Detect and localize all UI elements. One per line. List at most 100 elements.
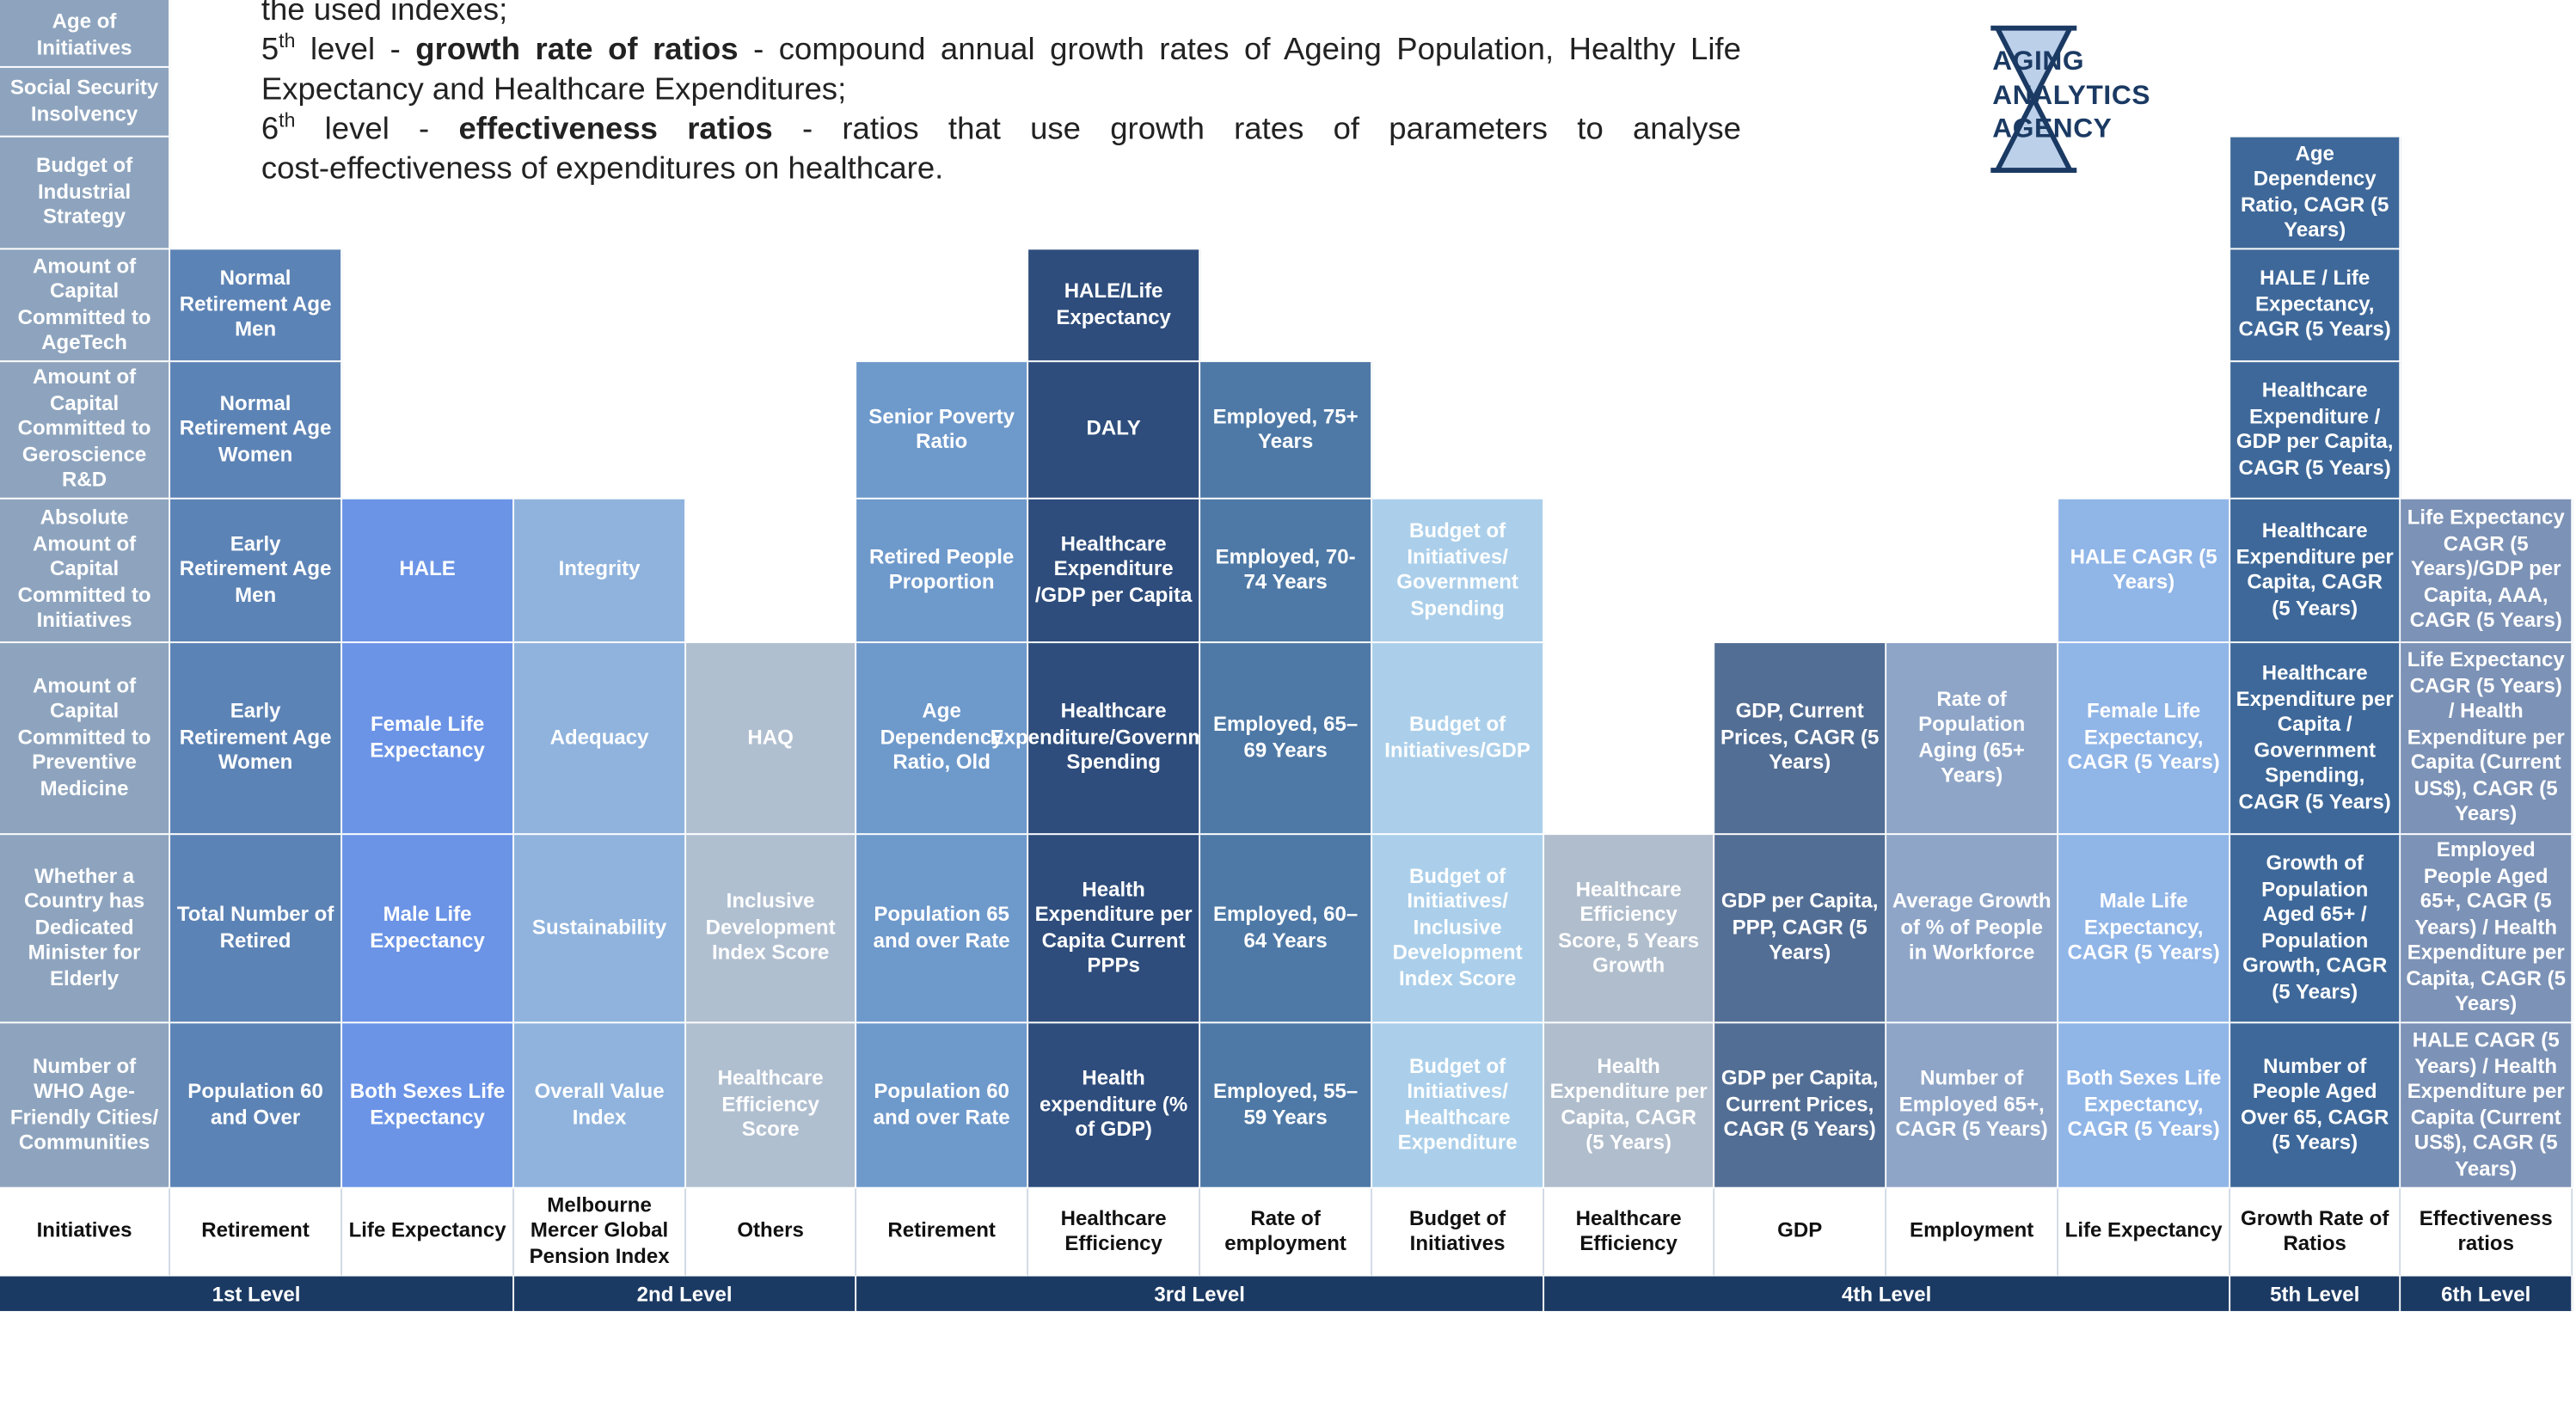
indicator-cell: Number of WHO Age-Friendly Cities/ Commu… bbox=[0, 1023, 171, 1189]
category-label: Life Expectancy bbox=[342, 1188, 515, 1277]
logo-text: AGING ANALYTICS AGENCY bbox=[1992, 45, 2150, 146]
indicator-cell: Health expenditure (% of GDP) bbox=[1028, 1023, 1201, 1189]
indicator-cell: GDP per Capita, Current Prices, CAGR (5 … bbox=[1714, 1023, 1887, 1189]
category-label: Melbourne Mercer Global Pension Index bbox=[514, 1188, 687, 1277]
indicator-cell: GDP, Current Prices, CAGR (5 Years) bbox=[1714, 643, 1887, 836]
level-label: 3rd Level bbox=[856, 1276, 1545, 1311]
indicator-cell: Employed, 55–59 Years bbox=[1200, 1023, 1373, 1189]
indicator-cell: Early Retirement Age Men bbox=[170, 499, 343, 644]
indicator-cell: Amount of Capital Committed to Preventiv… bbox=[0, 643, 171, 836]
level-label: 6th Level bbox=[2401, 1276, 2573, 1311]
indicator-cell: Average Growth of % of People in Workfor… bbox=[1886, 835, 2059, 1024]
intro-line-indexes: the used indexes; bbox=[261, 0, 508, 28]
indicator-cell: Employed, 60–64 Years bbox=[1200, 835, 1373, 1024]
indicator-cell: Number of Employed 65+, CAGR (5 Years) bbox=[1886, 1023, 2059, 1189]
indicator-cell: Both Sexes Life Expectancy bbox=[342, 1023, 515, 1189]
indicator-cell: Age of Initiatives bbox=[0, 0, 171, 68]
category-label: Healthcare Efficiency bbox=[1544, 1188, 1715, 1277]
category-label: Budget of Initiatives bbox=[1372, 1188, 1545, 1277]
logo-line-3: AGENCY bbox=[1992, 113, 2113, 144]
indicator-cell: Normal Retirement Age Men bbox=[170, 249, 343, 363]
indicator-cell: HAQ bbox=[686, 643, 857, 836]
intro-level5-cont: Expectancy and Healthcare Expenditures; bbox=[261, 72, 847, 107]
category-label: Retirement bbox=[170, 1188, 343, 1277]
indicator-cell: Employed, 65–69 Years bbox=[1200, 643, 1373, 836]
indicator-cell: Healthcare Efficiency Score bbox=[686, 1023, 857, 1189]
level-label: 5th Level bbox=[2230, 1276, 2401, 1311]
indicator-cell: Population 65 and over Rate bbox=[856, 835, 1029, 1024]
level-label: 2nd Level bbox=[514, 1276, 857, 1311]
indicator-cell: Female Life Expectancy, CAGR (5 Years) bbox=[2058, 643, 2231, 836]
indicator-cell: Amount of Capital Committed to AgeTech bbox=[0, 249, 171, 363]
indicator-cell: Employed, 70-74 Years bbox=[1200, 499, 1373, 644]
indicator-cell: Inclusive Development Index Score bbox=[686, 835, 857, 1024]
category-label: Life Expectancy bbox=[2058, 1188, 2231, 1277]
indicator-cell: Employed People Aged 65+, CAGR (5 Years)… bbox=[2401, 835, 2573, 1024]
category-label: Others bbox=[686, 1188, 857, 1277]
indicator-cell: Health Expenditure per Capita Current PP… bbox=[1028, 835, 1201, 1024]
logo-line-2: ANALYTICS bbox=[1992, 80, 2151, 110]
indicator-cell: Life Expectancy CAGR (5 Years)/GDP per C… bbox=[2401, 499, 2573, 644]
intro-level6: 6th level - effectiveness ratios - ratio… bbox=[261, 108, 1741, 148]
indicator-cell: Growth of Population Aged 65+ / Populati… bbox=[2230, 835, 2401, 1024]
category-label: Rate of employment bbox=[1200, 1188, 1373, 1277]
indicator-cell: Adequacy bbox=[514, 643, 687, 836]
indicator-cell: Number of People Aged Over 65, CAGR (5 Y… bbox=[2230, 1023, 2401, 1189]
category-label: Growth Rate of Ratios bbox=[2230, 1188, 2401, 1277]
indicator-cell: HALE / Life Expectancy, CAGR (5 Years) bbox=[2230, 249, 2401, 363]
category-label: Retirement bbox=[856, 1188, 1029, 1277]
indicator-cell: Healthcare Expenditure per Capita / Gove… bbox=[2230, 643, 2401, 836]
indicator-cell: Retired People Proportion bbox=[856, 499, 1029, 644]
indicator-cell: Total Number of Retired bbox=[170, 835, 343, 1024]
indicator-cell: Rate of Population Aging (65+ Years) bbox=[1886, 643, 2059, 836]
intro-level5: 5th level - growth rate of ratios - comp… bbox=[261, 28, 1741, 68]
indicator-cell: HALE bbox=[342, 499, 515, 644]
hourglass-icon bbox=[1990, 25, 2077, 173]
indicator-cell: Budget of Initiatives/ Healthcare Expend… bbox=[1372, 1023, 1545, 1189]
indicator-cell: Early Retirement Age Women bbox=[170, 643, 343, 836]
indicator-cell: Age Dependency Ratio, Old bbox=[856, 643, 1029, 836]
indicator-cell: Senior Poverty Ratio bbox=[856, 362, 1029, 500]
indicator-cell: Sustainability bbox=[514, 835, 687, 1024]
indicator-cell: Population 60 and over Rate bbox=[856, 1023, 1029, 1189]
indicator-cell: Age Dependency Ratio, CAGR (5 Years) bbox=[2230, 137, 2401, 250]
indicator-cell: Healthcare Efficiency Score, 5 Years Gro… bbox=[1544, 835, 1715, 1024]
logo-line-1: AGING bbox=[1992, 46, 2085, 77]
indicator-cell: HALE/Life Expectancy bbox=[1028, 249, 1201, 363]
indicator-cell: Healthcare Expenditure /GDP per Capita bbox=[1028, 499, 1201, 644]
indicator-cell: Employed, 75+ Years bbox=[1200, 362, 1373, 500]
category-label: Healthcare Efficiency bbox=[1028, 1188, 1201, 1277]
indicator-cell: Both Sexes Life Expectancy, CAGR (5 Year… bbox=[2058, 1023, 2231, 1189]
indicator-cell: Female Life Expectancy bbox=[342, 643, 515, 836]
indicator-cell: Whether a Country has Dedicated Minister… bbox=[0, 835, 171, 1024]
indicator-cell: Overall Value Index bbox=[514, 1023, 687, 1189]
indicator-cell: GDP per Capita, PPP, CAGR (5 Years) bbox=[1714, 835, 1887, 1024]
indicator-cell: Male Life Expectancy bbox=[342, 835, 515, 1024]
indicator-cell: Healthcare Expenditure / GDP per Capita,… bbox=[2230, 362, 2401, 500]
indicator-cell: Budget of Initiatives/ Inclusive Develop… bbox=[1372, 835, 1545, 1024]
level-label: 4th Level bbox=[1544, 1276, 2231, 1311]
indicator-cell: Health Expenditure per Capita, CAGR (5 Y… bbox=[1544, 1023, 1715, 1189]
indicator-cell: Life Expectancy CAGR (5 Years) / Health … bbox=[2401, 643, 2573, 836]
category-label: Employment bbox=[1886, 1188, 2059, 1277]
indicator-cell: DALY bbox=[1028, 362, 1201, 500]
indicator-cell: Healthcare Expenditure per Capita, CAGR … bbox=[2230, 499, 2401, 644]
indicator-cell: HALE CAGR (5 Years) / Health Expenditure… bbox=[2401, 1023, 2573, 1189]
level-label: 1st Level bbox=[0, 1276, 515, 1311]
intro-text: the used indexes; 5th level - growth rat… bbox=[261, 0, 1741, 190]
indicator-cell: Budget of Industrial Strategy bbox=[0, 137, 171, 250]
category-label: GDP bbox=[1714, 1188, 1887, 1277]
category-label: Initiatives bbox=[0, 1188, 171, 1277]
category-label: Effectiveness ratios bbox=[2401, 1188, 2573, 1277]
indicator-cell: Normal Retirement Age Women bbox=[170, 362, 343, 500]
indicator-cell: Budget of Initiatives/ Government Spendi… bbox=[1372, 499, 1545, 644]
indicator-cell: Population 60 and Over bbox=[170, 1023, 343, 1189]
indicator-cell: Budget of Initiatives/GDP bbox=[1372, 643, 1545, 836]
indicator-cell: Male Life Expectancy, CAGR (5 Years) bbox=[2058, 835, 2231, 1024]
indicator-cell: Social Security Insolvency bbox=[0, 67, 171, 138]
intro-level6-cont: cost-effectiveness of expenditures on he… bbox=[261, 151, 944, 187]
indicator-cell: Healthcare Expenditure/Government Spendi… bbox=[991, 643, 1237, 836]
indicator-cell: Absolute Amount of Capital Committed to … bbox=[0, 499, 171, 644]
indicator-cell: Integrity bbox=[514, 499, 687, 644]
